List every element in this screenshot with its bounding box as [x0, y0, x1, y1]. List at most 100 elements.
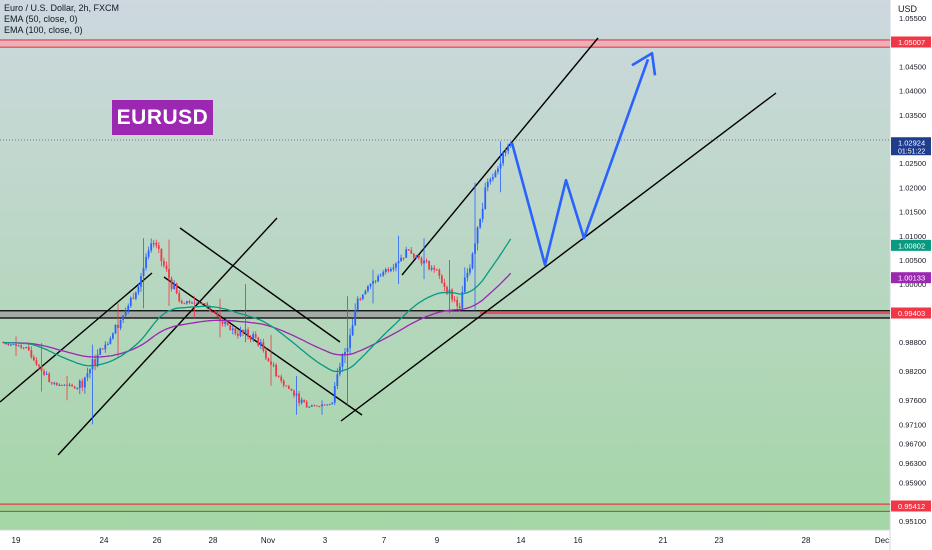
candle-body — [83, 377, 86, 388]
candle-body — [415, 255, 418, 258]
candle-body — [290, 388, 293, 391]
candle-body — [451, 289, 453, 300]
candle-body — [448, 289, 451, 294]
candle-body — [119, 319, 122, 329]
candle-body — [463, 277, 466, 292]
candle-body — [129, 297, 132, 306]
candle-body — [372, 280, 374, 284]
price-label-text: 1.05007 — [898, 38, 925, 47]
time-tick-label: Dec — [875, 536, 889, 545]
trendline-channel-1-lower[interactable] — [57, 217, 278, 456]
resistance-zone[interactable] — [0, 39, 890, 48]
price-tick-label: 1.04000 — [899, 87, 926, 96]
countdown-label: 01:51:22 — [898, 149, 925, 156]
candle-body — [203, 303, 206, 305]
candle-body — [168, 269, 170, 279]
candle-body — [32, 357, 35, 361]
trendline-channel-3-upper[interactable] — [401, 37, 599, 276]
candle-body — [499, 163, 502, 169]
time-tick-label: 14 — [517, 536, 526, 545]
candle-body — [326, 404, 329, 406]
candle-body — [61, 384, 63, 386]
candle-body — [458, 306, 461, 309]
price-tick-label: 1.04500 — [899, 63, 926, 72]
price-tick-label: 1.03500 — [899, 111, 926, 120]
candle-body — [163, 261, 165, 266]
chart-background — [0, 0, 890, 530]
time-tick-label: 7 — [382, 536, 387, 545]
price-tick-label: 1.00500 — [899, 256, 926, 265]
price-label-badge — [891, 500, 931, 512]
projection-arrowhead — [631, 51, 657, 76]
candle-body — [188, 301, 191, 303]
candle-body — [198, 302, 201, 304]
candle-body — [50, 382, 53, 384]
candle-body — [73, 386, 76, 389]
candle-body — [38, 364, 40, 367]
candle-body — [112, 333, 114, 339]
projection-path[interactable] — [510, 58, 650, 267]
candle-body — [71, 384, 74, 387]
candle-body — [224, 321, 227, 324]
price-tick-label: 1.02000 — [899, 183, 926, 192]
candle-body — [193, 302, 196, 304]
candle-body — [239, 329, 242, 336]
candle-body — [333, 386, 336, 403]
candle-body — [285, 385, 288, 387]
candle-body — [236, 333, 239, 336]
candle-body — [219, 316, 221, 322]
candle-body — [76, 388, 79, 390]
pair-badge: EURUSD — [112, 100, 213, 135]
candle-body — [170, 278, 173, 289]
legend-ema50: EMA (50, close, 0) — [4, 14, 78, 24]
candle-body — [420, 258, 423, 264]
candle-body — [407, 249, 410, 251]
time-tick-label: 23 — [715, 536, 724, 545]
candle-body — [145, 256, 147, 268]
candle-body — [196, 302, 198, 304]
price-label-badge — [891, 272, 931, 284]
candle-body — [15, 344, 17, 346]
trendline-channel-1-upper[interactable] — [0, 272, 153, 403]
candle-body — [389, 269, 392, 272]
candle-body — [364, 291, 367, 295]
candle-body — [275, 364, 278, 377]
candle-body — [481, 208, 484, 220]
candle-body — [265, 350, 267, 359]
candle-body — [7, 344, 10, 346]
candle-body — [17, 345, 20, 347]
candle-body — [316, 405, 318, 407]
price-label-badge — [891, 239, 931, 251]
candle-body — [63, 384, 66, 386]
candle-body — [377, 276, 380, 282]
price-tick-label: 1.01500 — [899, 208, 926, 217]
candle-body — [298, 393, 300, 403]
candle-body — [150, 243, 153, 251]
candle-body — [68, 384, 71, 386]
time-tick-label: 16 — [574, 536, 583, 545]
candle-body — [12, 344, 15, 346]
candle-body — [471, 253, 474, 269]
bottom-zone[interactable] — [0, 504, 890, 512]
candle-body — [152, 243, 155, 245]
trendline-channel-3-lower[interactable] — [340, 92, 777, 422]
candle-body — [134, 292, 137, 299]
price-tick-label: 0.98800 — [899, 338, 926, 347]
candle-body — [35, 360, 38, 365]
candle-body — [435, 269, 438, 271]
trendline-channel-2-upper[interactable] — [179, 227, 341, 343]
candle-body — [10, 344, 12, 346]
candle-body — [104, 344, 107, 350]
candle-body — [395, 263, 397, 268]
candle-body — [249, 336, 252, 340]
candle-body — [387, 269, 390, 272]
price-tick-label: 0.98200 — [899, 367, 926, 376]
candle-body — [310, 405, 313, 407]
price-label-badge — [891, 36, 931, 48]
support-zone[interactable] — [0, 310, 890, 318]
candle-body — [124, 310, 127, 316]
candle-body — [410, 250, 413, 254]
candle-body — [78, 380, 81, 389]
candle-body — [461, 291, 464, 309]
